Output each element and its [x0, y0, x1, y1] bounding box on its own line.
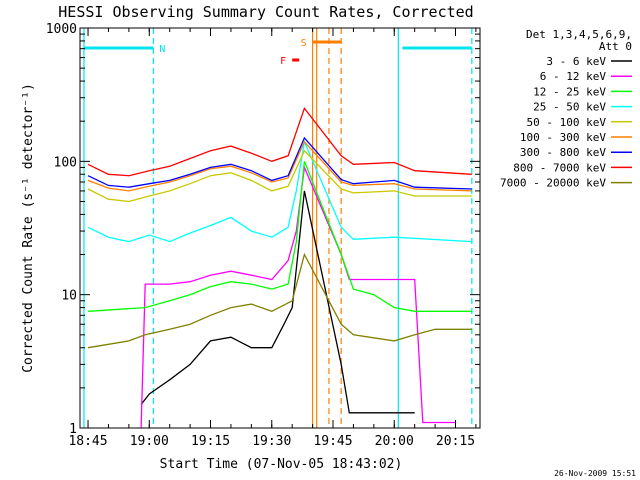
x-tick-label-6: 20:15 — [436, 434, 475, 449]
flag-label-n: N — [159, 44, 165, 55]
timestamp-footer: 26-Nov-2009 15:51 — [554, 469, 636, 478]
series-line-3 — [87, 139, 472, 243]
legend-header-1: Att 0 — [599, 40, 632, 53]
x-tick-label-3: 19:30 — [252, 434, 291, 449]
legend-label-2: 12 - 25 keV — [533, 85, 606, 98]
legend-label-6: 300 - 800 keV — [520, 146, 606, 159]
flag-label-s: S — [301, 38, 307, 49]
legend-label-3: 25 - 50 keV — [533, 101, 606, 114]
series-layer — [87, 106, 472, 429]
series-line-4 — [87, 149, 472, 203]
y-tick-label-2: 100 — [54, 155, 77, 170]
x-tick-label-1: 19:00 — [130, 434, 169, 449]
legend-label-0: 3 - 6 keV — [546, 55, 606, 68]
x-tick-label-2: 19:15 — [191, 434, 230, 449]
legend-label-4: 50 - 100 keV — [527, 116, 607, 129]
x-axis-label: Start Time (07-Nov-05 18:43:02) — [160, 457, 403, 472]
legend-label-1: 6 - 12 keV — [540, 70, 607, 83]
y-tick-label-0: 1 — [69, 422, 77, 437]
legend: Det 1,3,4,5,6,9,Att 0 3 - 6 keV 6 - 12 keV… — [500, 28, 632, 190]
chart-title: HESSI Observing Summary Count Rates, Cor… — [58, 3, 473, 21]
legend-label-7: 800 - 7000 keV — [513, 161, 606, 174]
series-line-0 — [140, 190, 415, 414]
flag-label-f: F — [280, 56, 286, 67]
y-tick-label-3: 1000 — [46, 22, 77, 37]
series-line-1 — [140, 164, 456, 429]
x-tick-label-5: 20:00 — [375, 434, 414, 449]
x-tick-label-4: 19:45 — [313, 434, 352, 449]
axes-layer: 18:45 19:00 19:15 19:30 19:45 20:00 20:15 1 10 10… — [46, 22, 481, 449]
flags-layer: N S F — [83, 28, 473, 428]
series-line-6 — [87, 136, 472, 190]
y-axis-label: Corrected Count Rate (s⁻¹ detector⁻¹) — [21, 83, 36, 373]
series-line-2 — [87, 161, 472, 312]
x-tick-label-0: 18:45 — [68, 434, 107, 449]
legend-label-5: 100 - 300 keV — [520, 131, 606, 144]
legend-label-8: 7000 - 20000 keV — [500, 177, 606, 190]
series-line-8 — [87, 252, 472, 349]
series-line-5 — [87, 140, 472, 192]
legend-header-0: Det 1,3,4,5,6,9, — [526, 28, 632, 41]
y-tick-label-1: 10 — [61, 289, 77, 304]
series-line-7 — [87, 106, 472, 177]
plot-frame — [79, 27, 481, 429]
